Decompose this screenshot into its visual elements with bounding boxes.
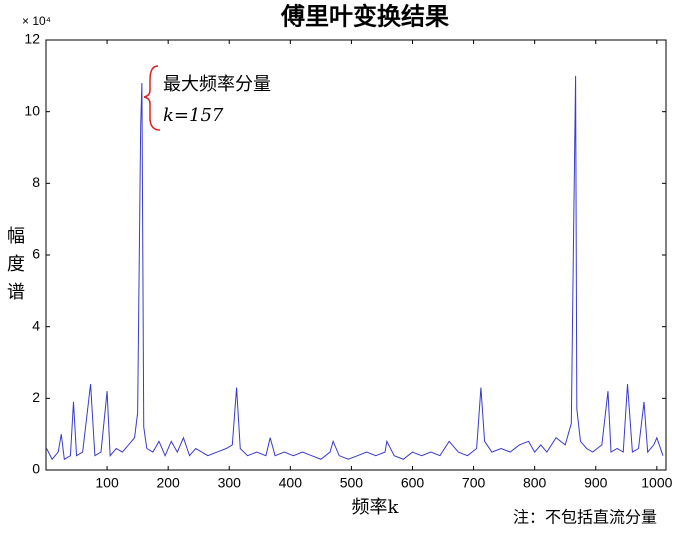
y-tick-label: 4 (32, 317, 40, 333)
annotation: k=157 (163, 105, 224, 126)
x-tick-label: 500 (340, 475, 364, 491)
y-axis-label: 幅度谱 (4, 226, 25, 310)
x-tick-label: 100 (95, 475, 119, 491)
x-tick-label: 700 (462, 475, 486, 491)
x-tick-label: 1000 (641, 475, 672, 491)
x-tick-label: 400 (279, 475, 303, 491)
y-tick-label: 8 (32, 174, 40, 190)
y-multiplier: × 10⁴ (22, 14, 51, 28)
x-tick-label: 600 (401, 475, 425, 491)
spectrum-line (46, 75, 664, 461)
note: 注：不包括直流分量 (513, 508, 657, 527)
x-tick-label: 900 (584, 475, 608, 491)
x-tick-label: 300 (218, 475, 242, 491)
y-tick-label: 2 (32, 389, 40, 405)
annotation: 最大频率分量 (163, 74, 271, 95)
x-axis-label: 频率k (352, 497, 400, 518)
chart-title: 傅里叶变换结果 (280, 2, 449, 31)
y-tick-label: 0 (32, 461, 40, 477)
y-tick-label: 12 (24, 31, 40, 47)
annotation-brace (143, 65, 161, 131)
y-tick-label: 6 (32, 246, 40, 262)
x-tick-label: 200 (156, 475, 180, 491)
y-tick-label: 10 (24, 102, 40, 118)
x-tick-label: 800 (523, 475, 547, 491)
